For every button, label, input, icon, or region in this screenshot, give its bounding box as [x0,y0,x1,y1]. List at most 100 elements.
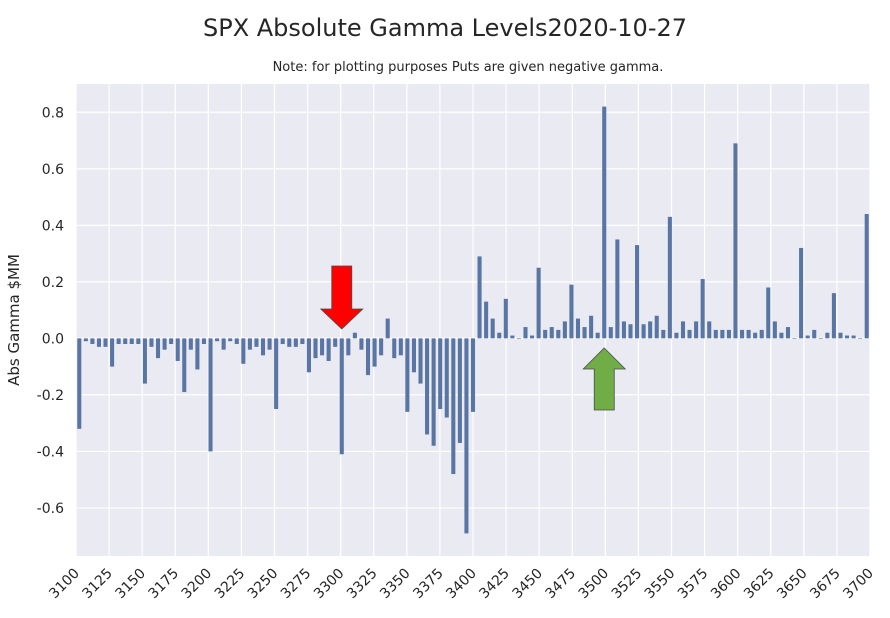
bar [274,338,279,410]
bar [221,338,226,350]
bar [569,284,574,339]
bar [457,338,462,443]
bar [444,338,449,418]
bar [667,216,672,339]
y-axis-ticks: -0.6 -0.4 -0.2 0.0 0.2 0.4 0.6 0.8 [37,105,64,517]
bar [680,321,686,339]
bar [530,335,535,339]
bar [142,338,147,384]
bar [470,338,476,412]
bar [438,338,443,410]
bar [707,321,712,339]
bar [267,338,272,350]
bar [431,338,436,446]
bar [149,338,154,347]
x-tick-label: 3200 [179,566,216,603]
bar [713,329,718,339]
bar [582,327,587,339]
bar [694,321,699,339]
bar [418,338,423,384]
bar [326,338,331,361]
x-axis-ticks: 3100312531503175320032253250327533003325… [46,566,877,603]
bar [195,338,200,370]
bar [175,338,180,361]
bar [503,298,508,339]
bar [228,338,233,342]
x-tick-label: 3500 [576,566,613,603]
bar [825,332,830,339]
x-tick-label: 3475 [543,566,580,603]
bar [818,338,823,339]
bar [589,315,594,339]
bar [411,338,416,373]
bar [562,321,567,339]
bar [766,287,771,339]
y-tick-label: 0.2 [42,275,64,291]
annotations [319,265,627,411]
y-tick-label: 0.4 [42,218,64,234]
bar [188,338,193,350]
bar [490,318,495,339]
bar [96,338,102,347]
bar [365,338,371,376]
y-tick-label: -0.4 [37,444,64,460]
bar [280,338,285,345]
bar [575,318,581,339]
bar [556,329,561,339]
x-tick-label: 3225 [212,566,249,603]
bar [346,338,351,356]
bar [661,329,666,339]
bar [451,338,456,475]
x-tick-label: 3125 [79,566,116,603]
y-tick-label: 0.0 [42,331,64,347]
up-arrow-icon [582,347,627,411]
x-tick-label: 3400 [443,566,480,603]
x-tick-label: 3450 [509,566,546,603]
bar [641,324,646,339]
bar [536,267,541,339]
bar [379,338,384,356]
bar [759,329,764,339]
bar [241,338,246,364]
bar [162,338,167,350]
bar [103,338,108,347]
bar [785,327,791,339]
x-tick-label: 3375 [410,566,447,603]
bar [516,338,521,339]
bar [602,106,607,339]
bar [831,293,836,339]
bar [306,338,311,373]
bar [215,338,220,342]
bar [851,335,856,339]
bar [753,332,758,339]
chart-title: SPX Absolute Gamma Levels2020-10-27 [202,14,688,42]
bar [398,338,403,356]
bar [208,338,213,452]
bar [116,338,121,345]
bar [779,332,784,339]
bar [864,214,869,339]
bar [359,338,364,350]
y-tick-label: 0.8 [42,105,64,121]
bar [608,327,613,339]
bar [320,338,325,356]
x-tick-label: 3600 [708,566,745,603]
bar [254,338,259,347]
bar [628,324,633,339]
bar [484,301,489,339]
y-tick-label: -0.6 [37,501,64,517]
bar [293,338,298,347]
x-tick-label: 3700 [840,566,877,603]
bar [858,338,863,339]
bar [392,338,397,359]
bar [805,335,810,339]
bar [595,332,600,339]
bar [497,332,502,339]
bar [129,338,134,345]
bar [425,338,430,435]
x-tick-label: 3525 [609,566,646,603]
bar [287,338,292,347]
bars [77,106,869,534]
y-axis-label: Abs Gamma $MM [5,254,23,386]
